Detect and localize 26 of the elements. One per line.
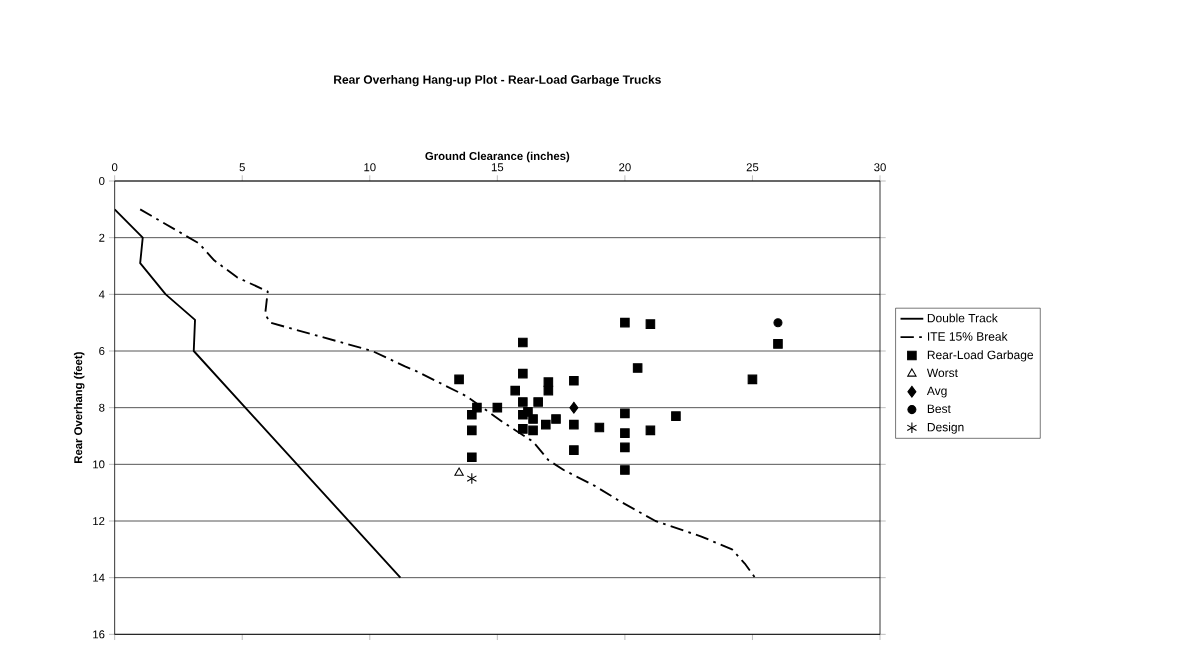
- x-tick-label: 10: [364, 163, 376, 172]
- legend-label: ITE 15% Break: [927, 331, 1008, 341]
- y-tick-label: 10: [93, 460, 105, 469]
- x-tick-label: 0: [111, 163, 118, 172]
- x-tick-label: 20: [619, 163, 631, 172]
- y-axis-title: Rear Overhang (feet): [73, 352, 85, 463]
- x-tick-label: 15: [491, 163, 504, 172]
- legend-label: Avg: [926, 386, 947, 398]
- y-tick-label: 16: [93, 630, 105, 639]
- chart-title: Rear Overhang Hang-up Plot - Rear-Load Garbage Trucks: [334, 75, 661, 87]
- legend-label: Design: [927, 422, 964, 434]
- y-tick-label: 4: [98, 290, 105, 299]
- y-tick-label: 0: [99, 177, 105, 186]
- y-tick-label: 2: [99, 233, 105, 242]
- x-tick-label: 5: [239, 163, 245, 172]
- legend-label: Double Track: [927, 313, 998, 323]
- y-tick-label: 8: [99, 403, 105, 412]
- legend-label: Best: [927, 404, 951, 414]
- y-tick-label: 12: [93, 517, 105, 525]
- y-tick-label: 6: [99, 347, 105, 356]
- x-tick-label: 30: [874, 163, 886, 172]
- y-tick-label: 14: [93, 573, 105, 582]
- x-axis-title: Ground Clearance (inches): [425, 151, 570, 163]
- legend-label: Rear-Load Garbage: [927, 350, 1034, 362]
- legend-label: Worst: [926, 368, 958, 378]
- x-tick-label: 25: [746, 163, 759, 172]
